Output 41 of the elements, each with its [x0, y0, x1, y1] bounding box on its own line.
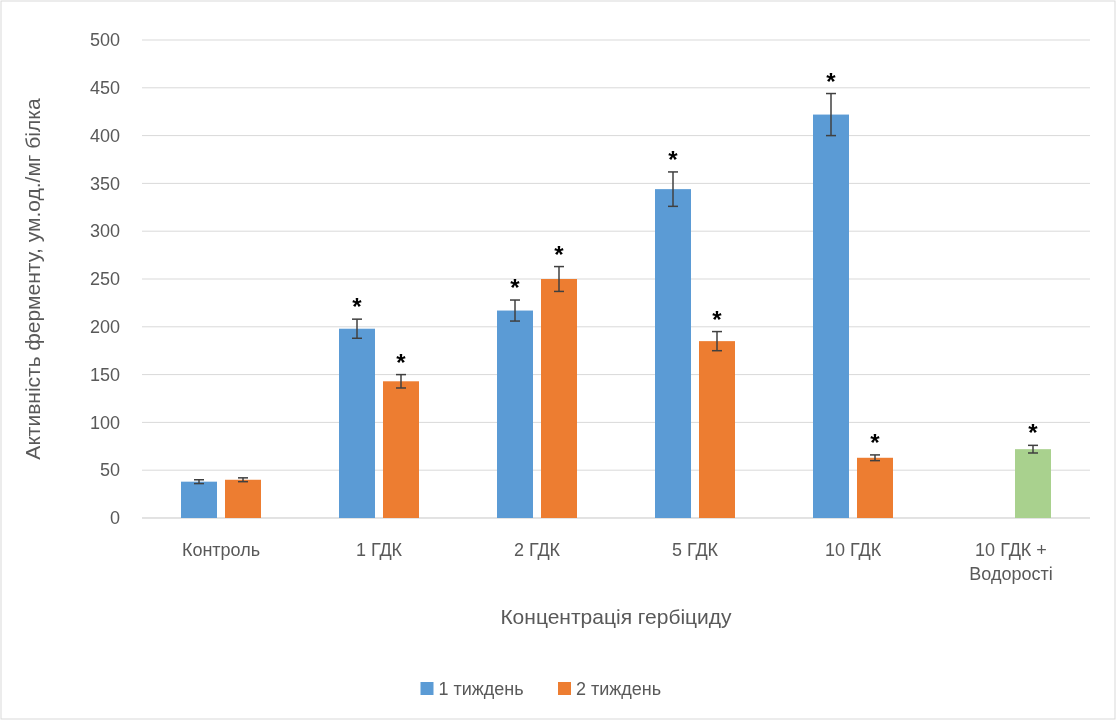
- annotation: *: [352, 293, 363, 321]
- bar: [497, 310, 533, 518]
- bar: [339, 328, 375, 518]
- y-tick-label: 400: [89, 125, 120, 146]
- x-tick-label: 10 ГДК + Водорості: [969, 540, 1053, 584]
- bar: [813, 114, 849, 518]
- y-axis-title: Активність ферменту, ум.од./мг білка: [21, 98, 44, 460]
- x-tick-label: 5 ГДК: [671, 540, 719, 560]
- y-tick-label: 450: [89, 78, 120, 99]
- x-tick-label: Контроль: [181, 540, 261, 560]
- y-tick-label: 0: [109, 508, 120, 529]
- annotation: *: [870, 428, 881, 456]
- y-tick-label: 300: [89, 221, 120, 242]
- x-axis-title: Концентрація гербіциду: [500, 605, 733, 628]
- y-tick-label: 500: [89, 30, 120, 51]
- y-tick-label: 50: [99, 460, 120, 481]
- x-tick-label: 10 ГДК: [824, 540, 882, 560]
- bar: [857, 457, 893, 518]
- x-tick-label: 2 ГДК: [513, 540, 561, 560]
- x-tick-label: 1 ГДК: [355, 540, 403, 560]
- annotation: *: [554, 240, 565, 268]
- bar: [383, 381, 419, 518]
- annotation: *: [510, 274, 521, 302]
- bar: [225, 479, 261, 518]
- y-tick-label: 250: [89, 269, 120, 290]
- y-tick-label: 200: [89, 317, 120, 338]
- y-tick-label: 350: [89, 173, 120, 194]
- bar: [1015, 449, 1051, 518]
- bar: [541, 279, 577, 518]
- annotation: *: [1028, 419, 1039, 447]
- bar: [181, 481, 217, 518]
- annotation: *: [712, 305, 723, 333]
- y-tick-label: 100: [89, 412, 120, 433]
- y-tick-label: 150: [89, 364, 120, 385]
- bar: [699, 341, 735, 518]
- legend-label: 1 тиждень: [438, 679, 524, 699]
- bar: [655, 189, 691, 518]
- annotation: *: [826, 67, 837, 95]
- annotation: *: [396, 348, 407, 376]
- annotation: *: [668, 145, 679, 173]
- legend-label: 2 тиждень: [576, 679, 662, 699]
